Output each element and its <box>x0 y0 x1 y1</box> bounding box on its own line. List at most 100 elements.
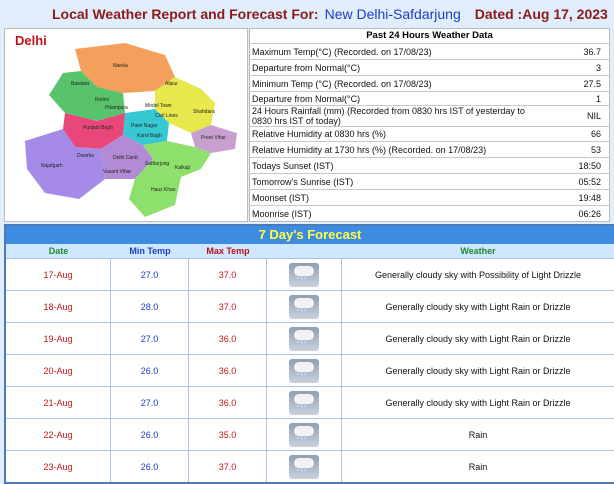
past-row-value: 1 <box>595 93 601 104</box>
header-date: Date <box>48 246 69 256</box>
forecast-icon-cell <box>267 323 342 354</box>
forecast-max: 36.0 <box>189 387 267 418</box>
past-row-label: Departure from Normal(°C) <box>252 93 361 104</box>
past-row: Relative Humidity at 1730 hrs (%) (Recor… <box>250 141 609 157</box>
map-region-south[interactable] <box>129 159 181 217</box>
past-row-value: 53 <box>590 144 601 155</box>
forecast-min: 27.0 <box>111 387 189 418</box>
past-row-label: Relative Humidity at 1730 hrs (%) (Recor… <box>252 144 487 155</box>
forecast-min: 27.0 <box>111 323 189 354</box>
forecast-row: 20-Aug 26.0 36.0 Generally cloudy sky wi… <box>6 354 614 386</box>
map-label-dwarka: Dwarka <box>77 153 94 159</box>
forecast-max: 35.0 <box>189 419 267 450</box>
station-link[interactable]: New Delhi-Safdarjung <box>324 5 461 22</box>
past-row: Todays Sunset (IST) 18:50 <box>250 157 609 173</box>
past-row-value: 18:50 <box>578 160 601 171</box>
map-region-south-west[interactable] <box>25 129 105 199</box>
cloudy-rain-icon <box>289 294 319 319</box>
forecast-text: Rain <box>468 461 488 472</box>
map-region-central[interactable] <box>123 109 169 145</box>
forecast-icon-cell <box>267 355 342 386</box>
past-row-label: Maximum Temp(°C) (Recorded. on 17/08/23) <box>252 46 432 57</box>
report-title: Local Weather Report and Forecast For: N… <box>0 0 614 27</box>
forecast-row: 21-Aug 27.0 36.0 Generally cloudy sky wi… <box>6 386 614 418</box>
map-region-south-east[interactable] <box>143 141 211 177</box>
past-row-value: NIL <box>586 111 601 121</box>
map-label-civil-lines: Civil Lines <box>155 113 178 119</box>
map-region-north-west[interactable] <box>49 71 125 121</box>
past-row-label: 24 Hours Rainfall (mm) (Recorded from 08… <box>252 106 525 126</box>
map-label-delhi-cantt: Delhi Cantt <box>113 155 138 161</box>
forecast-min: 26.0 <box>111 355 189 386</box>
past-row: Departure from Normal(°C) 1 <box>250 91 609 105</box>
header-min-temp: Min Temp <box>129 246 171 256</box>
forecast-text: Generally cloudy sky with Light Rain or … <box>385 365 571 376</box>
past-row: Moonset (IST) 19:48 <box>250 189 609 205</box>
past-row-label: Moonset (IST) <box>252 192 310 203</box>
report-date: Dated :Aug 17, 2023 <box>474 5 608 22</box>
map-title: Delhi <box>15 33 47 48</box>
past-row: Moonrise (IST) 06:26 <box>250 205 609 221</box>
rain-icon <box>289 454 319 479</box>
map-label-kalkaji: Kalkaji <box>175 165 190 171</box>
past-row-value: 27.5 <box>583 78 601 89</box>
delhi-map: Delhi Narela Bawana Rohini Alipur Model … <box>4 28 248 222</box>
past-row: 24 Hours Rainfall (mm) (Recorded from 08… <box>250 105 609 126</box>
past-row-label: Tomorrow's Sunrise (IST) <box>252 176 354 187</box>
forecast-title: 7 Day's Forecast <box>6 226 614 244</box>
forecast-date: 17-Aug <box>6 259 111 290</box>
forecast-min: 27.0 <box>111 259 189 290</box>
forecast-text: Generally cloudy sky with Possibility of… <box>374 269 582 280</box>
forecast-min: 26.0 <box>111 451 189 482</box>
map-region-east[interactable] <box>191 125 237 153</box>
forecast-row: 17-Aug 27.0 37.0 Generally cloudy sky wi… <box>6 258 614 290</box>
forecast-icon-cell <box>267 419 342 450</box>
past-row: Maximum Temp(°C) (Recorded. on 17/08/23)… <box>250 43 609 59</box>
map-label-vasant-vihar: Vasant Vihar <box>103 169 132 175</box>
forecast-icon-cell <box>267 291 342 322</box>
forecast-icon-cell <box>267 387 342 418</box>
past-row-label: Relative Humidity at 0830 hrs (%) <box>252 129 387 139</box>
map-region-north[interactable] <box>75 43 175 93</box>
district-map: Narela Bawana Rohini Alipur Model Town P… <box>25 43 237 217</box>
past-row: Minimum Temp (°C) (Recorded. on 17/08/23… <box>250 75 609 91</box>
forecast-date: 23-Aug <box>6 451 111 482</box>
past-row-value: 66 <box>590 129 601 139</box>
past-row-value: 05:52 <box>578 176 601 187</box>
header-max-temp: Max Temp <box>206 246 250 256</box>
forecast-max: 37.0 <box>189 451 267 482</box>
cloudy-rain-icon <box>289 358 319 383</box>
past-24h-panel: Past 24 Hours Weather Data Maximum Temp(… <box>249 28 610 222</box>
forecast-text: Generally cloudy sky with Light Rain or … <box>385 397 571 408</box>
past-row-label: Minimum Temp (°C) (Recorded. on 17/08/23… <box>252 78 432 89</box>
forecast-date: 20-Aug <box>6 355 111 386</box>
past-row-label: Departure from Normal(°C) <box>252 62 361 73</box>
forecast-row: 22-Aug 26.0 35.0 Rain <box>6 418 614 450</box>
title-label: Local Weather Report and Forecast For: <box>52 5 319 22</box>
forecast-row: 18-Aug 28.0 37.0 Generally cloudy sky wi… <box>6 290 614 322</box>
forecast-date: 19-Aug <box>6 323 111 354</box>
past-row-value: 36.7 <box>583 46 601 57</box>
forecast-min: 28.0 <box>111 291 189 322</box>
past-row: Tomorrow's Sunrise (IST) 05:52 <box>250 173 609 189</box>
cloudy-rain-icon <box>289 326 319 351</box>
map-label-narela: Narela <box>113 63 128 69</box>
past-row-value: 06:26 <box>578 208 601 219</box>
map-label-najafgarh: Najafgarh <box>41 163 63 169</box>
forecast-header: Date Min Temp Max Temp Weather <box>6 244 614 258</box>
forecast-text: Generally cloudy sky with Light Rain or … <box>385 301 571 312</box>
rain-icon <box>289 422 319 447</box>
forecast-icon-cell <box>267 451 342 482</box>
map-region-north-east[interactable] <box>155 77 215 133</box>
past-row: Departure from Normal(°C) 3 <box>250 59 609 75</box>
forecast-date: 22-Aug <box>6 419 111 450</box>
map-label-rohini: Rohini <box>95 97 109 103</box>
forecast-row: 19-Aug 27.0 36.0 Generally cloudy sky wi… <box>6 322 614 354</box>
map-label-alipur: Alipur <box>165 81 178 87</box>
map-region-new-delhi[interactable] <box>101 135 153 179</box>
header-icon <box>267 244 342 258</box>
forecast-max: 37.0 <box>189 291 267 322</box>
header-weather: Weather <box>460 246 496 256</box>
map-region-west[interactable] <box>63 113 125 149</box>
map-label-shahdara: Shahdara <box>193 109 215 115</box>
